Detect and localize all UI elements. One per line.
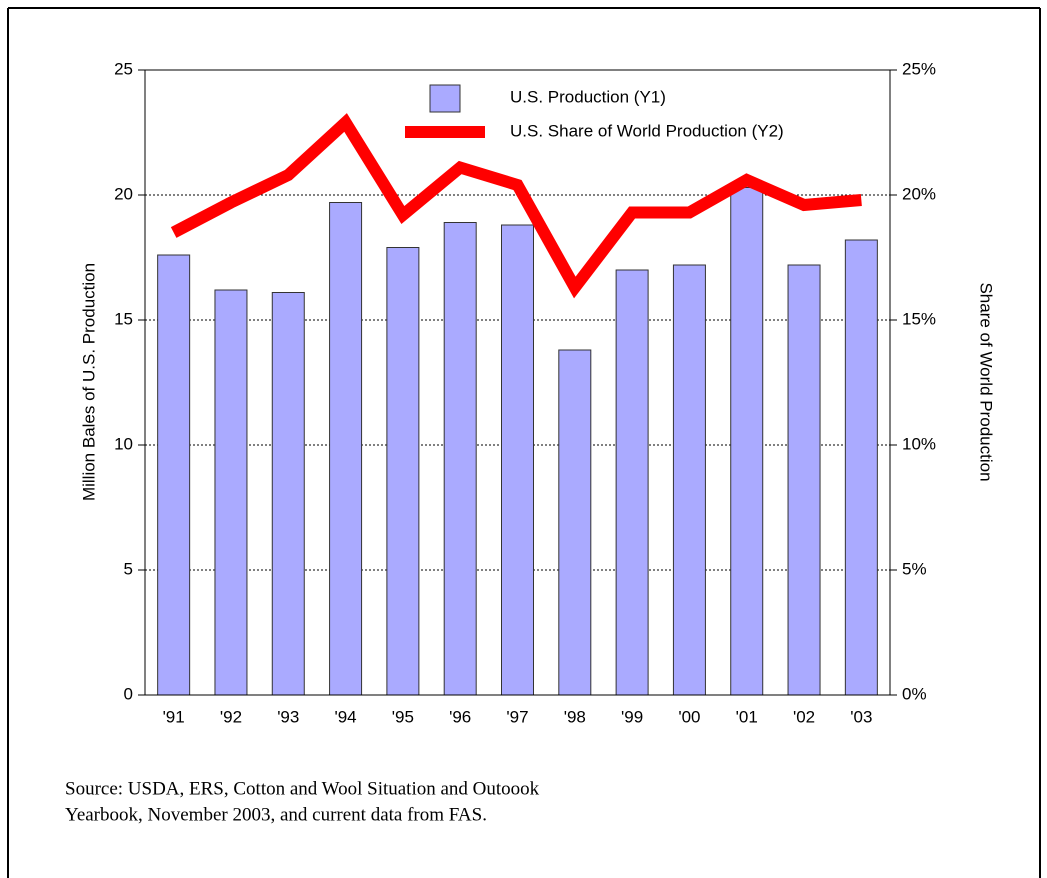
y2-tick-label: 5% [902, 559, 927, 578]
y2-tick-label: 15% [902, 309, 936, 328]
bar [329, 202, 363, 696]
y-tick-label: 20 [114, 184, 133, 203]
bar [558, 349, 592, 696]
legend-label: U.S. Production (Y1) [510, 87, 666, 106]
x-tick-label: '03 [850, 707, 872, 726]
y2-tick-label: 25% [902, 59, 936, 78]
bar [615, 269, 649, 696]
y-tick-label: 5 [124, 559, 133, 578]
y-tick-label: 0 [124, 684, 133, 703]
bar [443, 222, 477, 696]
x-tick-label: '91 [163, 707, 185, 726]
x-tick-label: '94 [334, 707, 356, 726]
y2-axis-label: Share of World Production [977, 282, 996, 481]
bar [157, 254, 191, 696]
bar [271, 292, 305, 696]
legend-swatch [429, 84, 461, 113]
x-tick-label: '01 [736, 707, 758, 726]
x-tick-label: '95 [392, 707, 414, 726]
x-tick-label: '02 [793, 707, 815, 726]
y-tick-label: 10 [114, 434, 133, 453]
bar [730, 187, 764, 696]
bar [214, 289, 248, 696]
x-tick-label: '92 [220, 707, 242, 726]
y2-tick-label: 20% [902, 184, 936, 203]
y-tick-label: 15 [114, 309, 133, 328]
bar [501, 224, 534, 696]
x-tick-label: '00 [678, 707, 700, 726]
x-tick-label: '96 [449, 707, 471, 726]
y2-tick-label: 0% [902, 684, 927, 703]
bar [672, 264, 706, 696]
legend-label: U.S. Share of World Production (Y2) [510, 121, 784, 140]
y-axis-label: Million Bales of U.S. Production [79, 263, 98, 501]
bar [386, 247, 420, 696]
x-tick-label: '93 [277, 707, 299, 726]
x-tick-label: '97 [506, 707, 528, 726]
line-series [170, 113, 862, 299]
source-note: Source: USDA, ERS, Cotton and Wool Situa… [65, 778, 540, 799]
y2-tick-label: 10% [902, 434, 936, 453]
x-tick-label: '98 [564, 707, 586, 726]
bar [844, 239, 878, 696]
source-note: Yearbook, November 2003, and current dat… [65, 804, 487, 825]
y-tick-label: 25 [114, 59, 133, 78]
x-tick-label: '99 [621, 707, 643, 726]
bar [787, 264, 821, 696]
